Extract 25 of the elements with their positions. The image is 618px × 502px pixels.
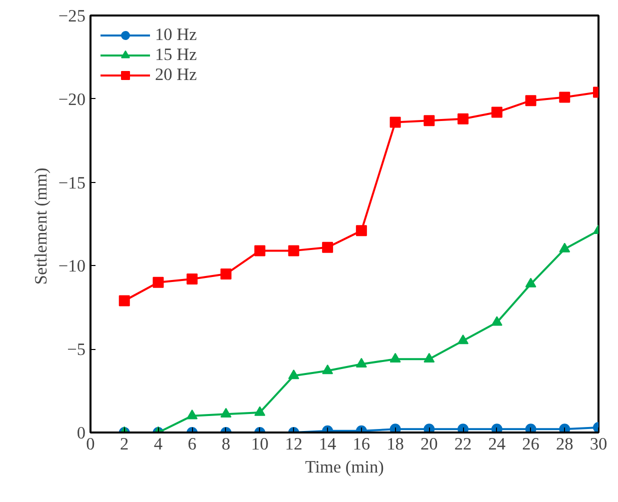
x-tick-label: 24 bbox=[488, 434, 506, 454]
y-tick-label: −15 bbox=[58, 173, 86, 192]
x-tick-label: 10 bbox=[251, 434, 268, 454]
x-tick-label: 28 bbox=[556, 434, 574, 454]
x-tick-label: 6 bbox=[188, 434, 197, 454]
x-tick-label: 30 bbox=[590, 434, 608, 454]
x-tick-label: 26 bbox=[522, 434, 540, 454]
x-tick-label: 16 bbox=[352, 434, 370, 454]
legend-label: 20 Hz bbox=[155, 65, 197, 85]
x-tick-label: 20 bbox=[420, 434, 438, 454]
x-tick-label: 4 bbox=[154, 434, 163, 454]
x-tick-label: 12 bbox=[285, 434, 302, 454]
x-tick-label: 22 bbox=[454, 434, 472, 454]
x-tick-label: 14 bbox=[318, 434, 337, 454]
y-axis-title: Settlement (mm) bbox=[31, 167, 50, 285]
legend-label: 10 Hz bbox=[155, 25, 197, 45]
x-tick-label: 2 bbox=[120, 434, 129, 454]
y-tick-label: −10 bbox=[58, 256, 86, 276]
y-tick-label: −20 bbox=[58, 90, 86, 109]
legend-label: 15 Hz bbox=[155, 45, 197, 65]
x-tick-label: 18 bbox=[386, 434, 404, 454]
x-tick-label: 8 bbox=[222, 434, 230, 454]
x-axis-title: Time (min) bbox=[305, 458, 384, 476]
y-tick-label: −5 bbox=[67, 340, 86, 360]
y-tick-label: −25 bbox=[58, 6, 86, 26]
